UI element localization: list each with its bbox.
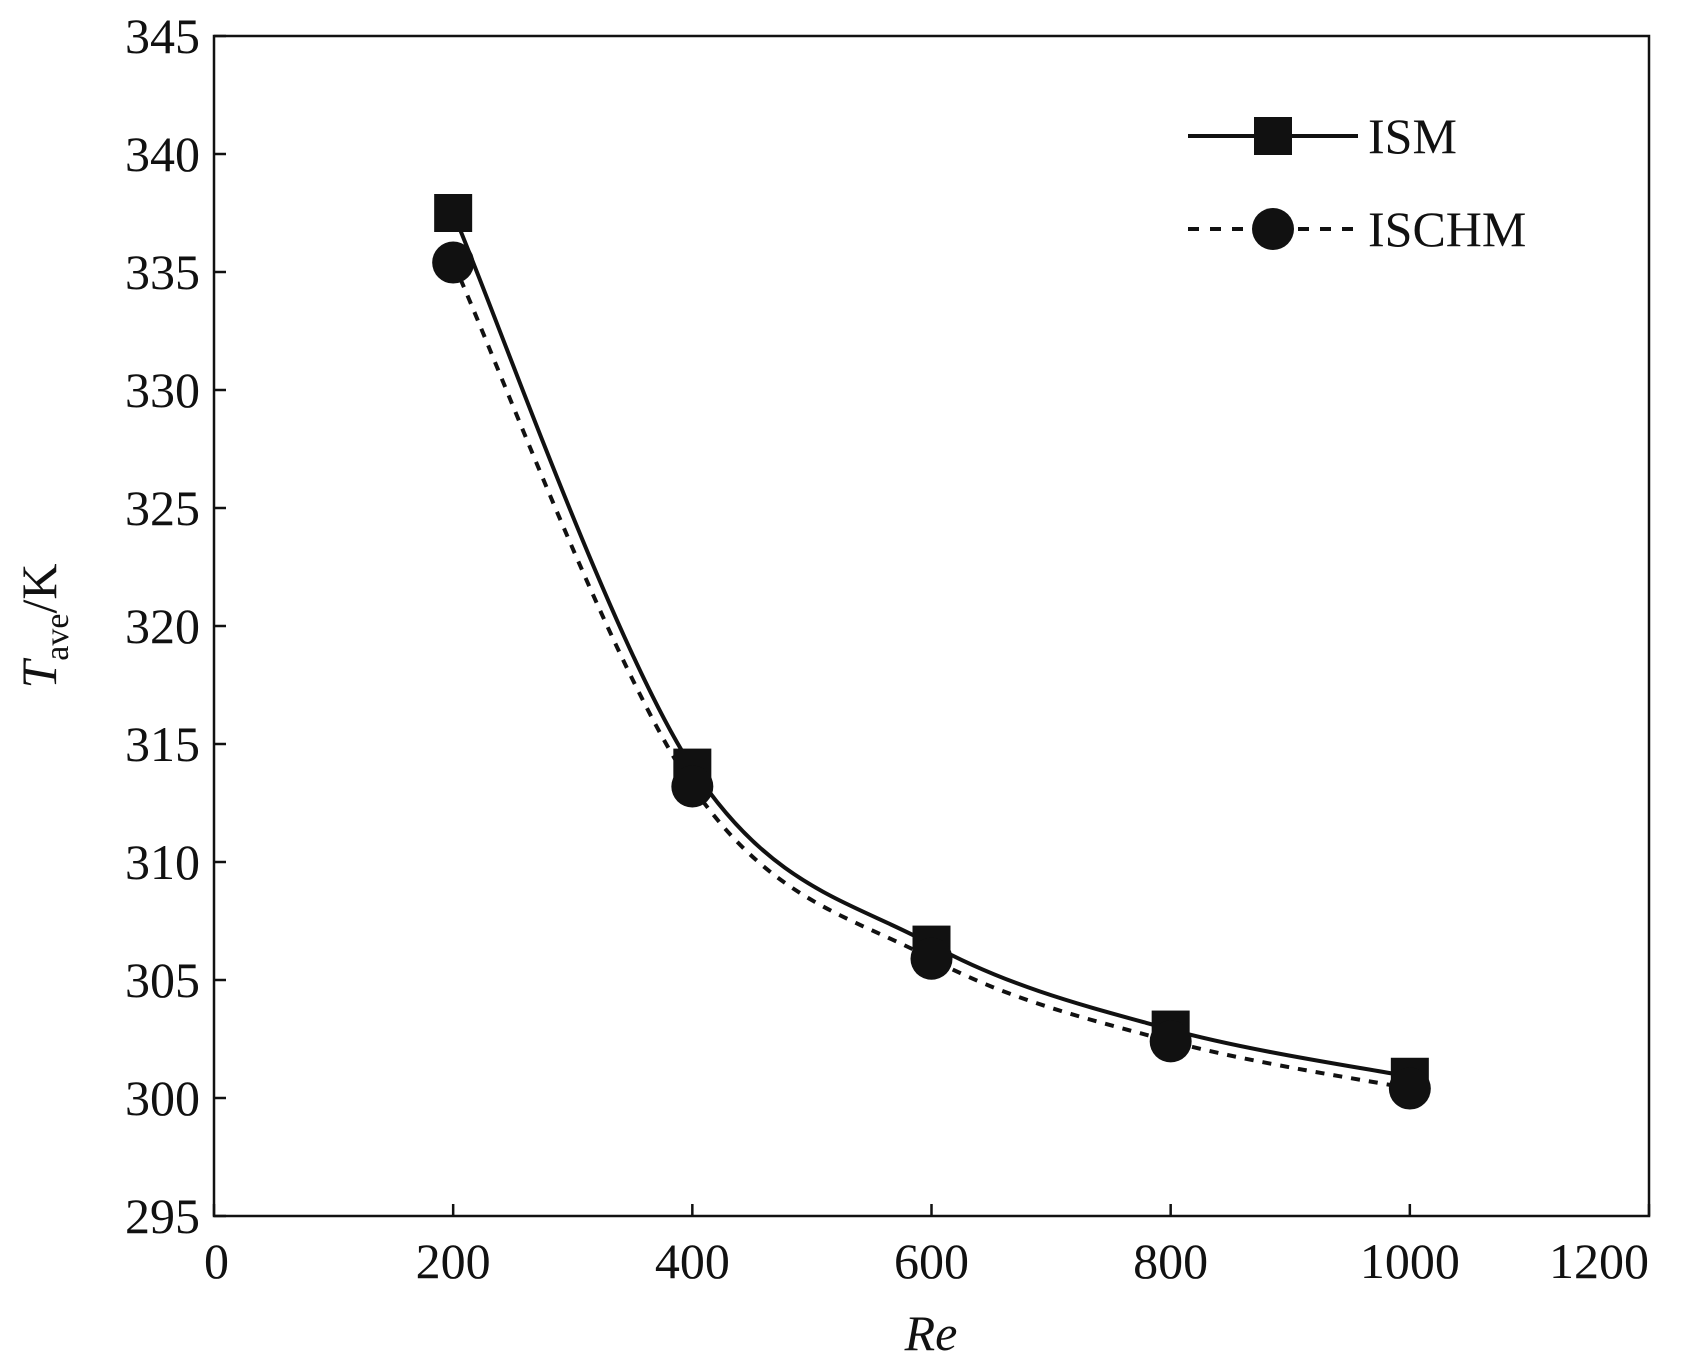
x-tick-label: 0 [204, 1233, 229, 1289]
y-axis-label-sub: ave [39, 614, 76, 661]
y-tick-label: 295 [125, 1188, 200, 1244]
y-axis-label-suffix: /K [11, 564, 67, 614]
x-tick-label: 600 [894, 1233, 969, 1289]
data-point-ism [434, 194, 473, 232]
y-axis-label-main: T [11, 658, 67, 689]
legend-label-ischm: ISCHM [1368, 201, 1526, 257]
y-tick-label: 335 [125, 244, 200, 300]
data-point-ischm [671, 765, 714, 808]
y-ticks: 295 300 305 310 315 320 325 330 335 340 345 [125, 8, 226, 1244]
legend-marker-ischm [1252, 208, 1294, 250]
y-tick-label: 325 [125, 480, 200, 536]
y-tick-label: 315 [125, 716, 200, 772]
y-tick-label: 310 [125, 834, 200, 890]
series-markers [432, 194, 1431, 1110]
x-tick-label: 1000 [1360, 1233, 1460, 1289]
data-point-ischm [1149, 1020, 1192, 1063]
data-point-ischm [1388, 1067, 1431, 1110]
y-tick-label: 330 [125, 362, 200, 418]
x-ticks: 0 200 400 600 800 1000 1200 [204, 1204, 1651, 1289]
legend-marker-ism [1254, 117, 1292, 155]
data-point-ischm [910, 937, 953, 980]
x-axis-label: Re [904, 1305, 958, 1361]
y-tick-label: 340 [125, 126, 200, 182]
y-tick-label: 300 [125, 1070, 200, 1126]
legend: ISM ISCHM [1188, 108, 1526, 257]
data-point-ischm [432, 241, 475, 284]
y-tick-label: 305 [125, 952, 200, 1008]
y-axis-label: Tave/K [11, 564, 76, 689]
x-tick-label: 1200 [1549, 1233, 1649, 1289]
x-tick-label: 800 [1133, 1233, 1208, 1289]
series-lines [451, 212, 1411, 1091]
series-line-ism [451, 212, 1411, 1079]
y-tick-label: 345 [125, 8, 200, 64]
y-tick-label: 320 [125, 598, 200, 654]
x-tick-label: 400 [655, 1233, 730, 1289]
x-tick-label: 200 [416, 1233, 491, 1289]
legend-label-ism: ISM [1368, 108, 1457, 164]
